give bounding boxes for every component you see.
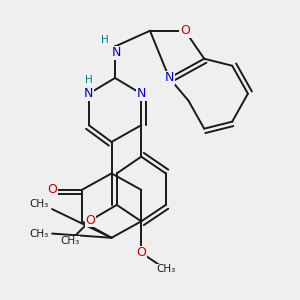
Text: N: N <box>164 71 174 85</box>
Text: O: O <box>180 24 190 37</box>
Text: N: N <box>112 46 122 59</box>
Text: N: N <box>136 87 146 100</box>
Text: H: H <box>85 75 93 85</box>
Text: O: O <box>85 214 95 227</box>
Text: N: N <box>84 87 94 100</box>
Text: H: H <box>101 35 109 45</box>
Text: CH₃: CH₃ <box>156 264 176 274</box>
Text: O: O <box>47 183 57 196</box>
Text: CH₃: CH₃ <box>29 229 49 238</box>
Text: CH₃: CH₃ <box>60 236 79 246</box>
Text: CH₃: CH₃ <box>29 199 49 209</box>
Text: O: O <box>136 246 146 259</box>
